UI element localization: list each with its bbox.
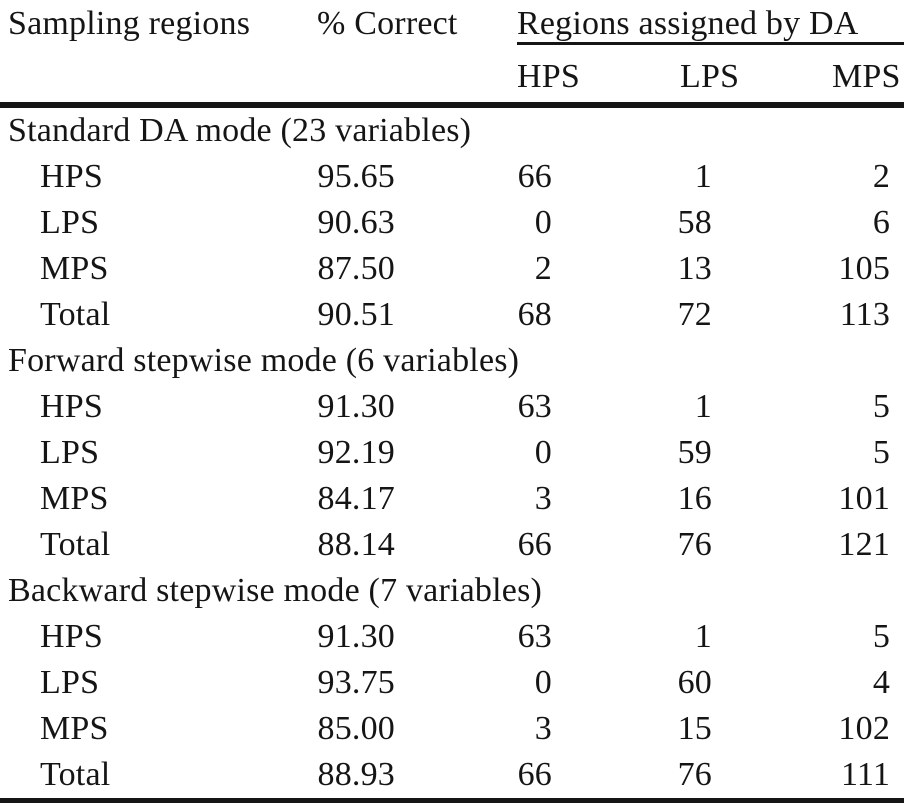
table-row: MPS 84.17 3 16 101: [0, 476, 904, 522]
row-label: MPS: [40, 250, 109, 288]
table-row: MPS 87.50 2 13 105: [0, 246, 904, 292]
hps-cell: 63: [517, 618, 552, 656]
section-title: Backward stepwise mode (7 variables): [8, 572, 543, 610]
regions-assigned-underline: Regions assigned by DA: [517, 0, 904, 45]
table-row: LPS 92.19 0 59 5: [0, 430, 904, 476]
mps-cell: 5: [872, 388, 891, 426]
row-label: Total: [40, 296, 111, 334]
pct-correct-cell: 90.63: [317, 204, 395, 242]
lps-cell: 76: [677, 756, 712, 794]
mps-cell: 113: [839, 296, 891, 334]
table-row: HPS 91.30 63 1 5: [0, 384, 904, 430]
pct-correct-cell: 90.51: [317, 296, 395, 334]
pct-correct-cell: 91.30: [317, 388, 395, 426]
table-row: MPS 85.00 3 15 102: [0, 706, 904, 752]
mps-cell: 2: [872, 158, 891, 196]
section-title-row: Standard DA mode (23 variables): [0, 105, 904, 154]
lps-cell: 1: [694, 618, 712, 656]
table-row: Total 90.51 68 72 113: [0, 292, 904, 338]
table-row: HPS 95.65 66 1 2: [0, 154, 904, 200]
section-title: Forward stepwise mode (6 variables): [8, 342, 520, 380]
hps-cell: 68: [517, 296, 552, 334]
pct-correct-cell: 95.65: [317, 158, 395, 196]
hps-cell: 2: [534, 250, 552, 288]
section-title-row: Backward stepwise mode (7 variables): [0, 568, 904, 614]
mps-cell: 102: [838, 710, 891, 748]
column-header-percent-correct: % Correct: [317, 5, 458, 42]
hps-cell: 66: [517, 526, 552, 564]
table-row: LPS 93.75 0 60 4: [0, 660, 904, 706]
mps-cell: 4: [872, 664, 891, 702]
pct-correct-cell: 88.93: [317, 756, 395, 794]
table-header: Sampling regions % Correct Regions assig…: [0, 0, 904, 105]
lps-cell: 13: [677, 250, 712, 288]
hps-cell: 0: [534, 664, 552, 702]
lps-cell: 59: [677, 434, 712, 472]
lps-cell: 58: [677, 204, 712, 242]
lps-cell: 1: [694, 388, 712, 426]
pct-correct-cell: 87.50: [317, 250, 395, 288]
table-row: HPS 91.30 63 1 5: [0, 614, 904, 660]
column-header-mps: MPS: [832, 58, 901, 96]
row-label: HPS: [40, 618, 103, 656]
lps-cell: 15: [677, 710, 712, 748]
pct-correct-cell: 84.17: [317, 480, 395, 518]
column-header-hps: HPS: [517, 58, 580, 96]
row-label: MPS: [40, 480, 109, 518]
hps-cell: 0: [534, 204, 552, 242]
section-title: Standard DA mode (23 variables): [8, 112, 472, 150]
lps-cell: 72: [677, 296, 712, 334]
table-row: Total 88.93 66 76 111: [0, 752, 904, 801]
section-title-row: Forward stepwise mode (6 variables): [0, 338, 904, 384]
row-label: HPS: [40, 158, 103, 196]
pct-correct-cell: 92.19: [317, 434, 395, 472]
hps-cell: 3: [534, 710, 552, 748]
row-label: LPS: [40, 204, 100, 242]
mps-cell: 5: [872, 434, 891, 472]
mps-cell: 101: [838, 480, 891, 518]
column-header-sampling-regions: Sampling regions: [8, 5, 251, 42]
mps-cell: 121: [838, 526, 891, 564]
mps-cell: 6: [872, 204, 891, 242]
hps-cell: 3: [534, 480, 552, 518]
lps-cell: 16: [677, 480, 712, 518]
mps-cell: 5: [872, 618, 891, 656]
row-label: LPS: [40, 664, 100, 702]
row-label: Total: [40, 526, 111, 564]
pct-correct-cell: 85.00: [317, 710, 395, 748]
pct-correct-cell: 93.75: [317, 664, 395, 702]
table-row: LPS 90.63 0 58 6: [0, 200, 904, 246]
hps-cell: 63: [517, 388, 552, 426]
table-row: Total 88.14 66 76 121: [0, 522, 904, 568]
hps-cell: 66: [517, 158, 552, 196]
table-body: Standard DA mode (23 variables) HPS 95.6…: [0, 105, 904, 801]
mps-cell: 111: [840, 756, 891, 794]
pct-correct-cell: 91.30: [317, 618, 395, 656]
hps-cell: 0: [534, 434, 552, 472]
lps-cell: 1: [694, 158, 712, 196]
row-label: MPS: [40, 710, 109, 748]
pct-correct-cell: 88.14: [317, 526, 395, 564]
lps-cell: 60: [677, 664, 712, 702]
column-header-regions-assigned: Regions assigned by DA: [480, 0, 904, 50]
column-header-lps: LPS: [680, 58, 740, 96]
row-label: LPS: [40, 434, 100, 472]
hps-cell: 66: [517, 756, 552, 794]
mps-cell: 105: [838, 250, 891, 288]
lps-cell: 76: [677, 526, 712, 564]
row-label: HPS: [40, 388, 103, 426]
row-label: Total: [40, 756, 111, 794]
